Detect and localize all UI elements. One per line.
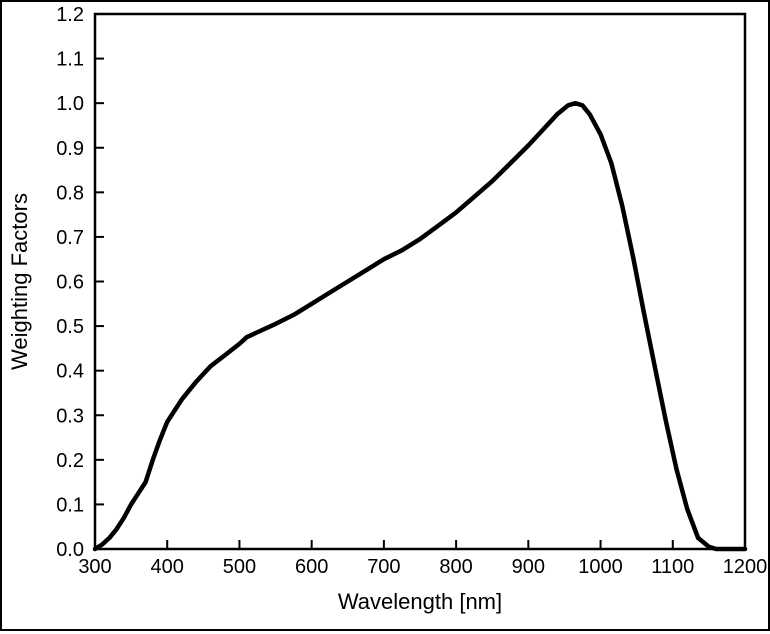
x-tick-label: 1100 [651,556,694,578]
y-tick-label: 0.3 [56,405,84,427]
y-axis-label: Weighting Factors [7,193,32,370]
plot-border [93,12,747,551]
y-tick-label: 1.0 [56,93,84,115]
x-tick-label: 800 [439,556,472,578]
y-tick-label: 1.1 [56,49,84,71]
y-tick-label: 0.6 [56,272,84,294]
series-line [92,100,748,552]
y-tick-label: 0.2 [56,450,84,472]
y-tick-label: 0.8 [56,182,84,204]
y-tick-label: 0.1 [56,494,84,516]
y-tick-label: 0.5 [56,316,84,338]
x-tick-label: 500 [223,556,256,578]
y-tick-label: 0.4 [56,361,84,383]
y-tick-label: 0.9 [56,138,84,160]
y-tick-label: 1.2 [56,4,84,26]
y-tick-label: 0.0 [56,539,84,561]
x-tick-label: 900 [512,556,545,578]
x-tick-label: 1000 [578,556,623,578]
x-axis-label: Wavelength [nm] [338,589,502,614]
y-tick-label: 0.7 [56,227,84,249]
x-tick-label: 600 [295,556,328,578]
x-tick-label: 700 [367,556,400,578]
x-tick-label: 400 [151,556,184,578]
x-tick-label: 1200 [723,556,768,578]
x-tick-label: 300 [78,556,111,578]
